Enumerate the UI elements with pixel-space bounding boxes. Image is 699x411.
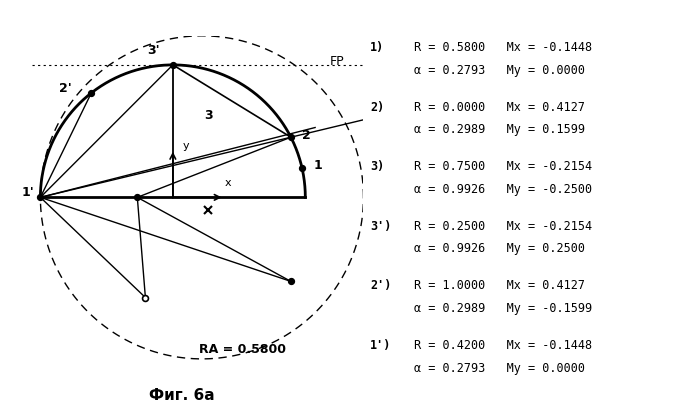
- Text: 3: 3: [204, 109, 212, 122]
- Text: 1): 1): [370, 41, 384, 54]
- Text: x: x: [224, 178, 231, 188]
- Point: [86, 90, 97, 96]
- Point: [35, 194, 46, 201]
- Text: 3'): 3'): [370, 220, 391, 233]
- Text: 1: 1: [313, 159, 322, 173]
- Point: [131, 194, 143, 201]
- Text: 2: 2: [302, 129, 311, 142]
- Point: [285, 278, 296, 285]
- Text: 3': 3': [147, 44, 160, 57]
- Text: R = 1.0000   Mx = 0.4127: R = 1.0000 Mx = 0.4127: [414, 279, 585, 293]
- Text: R = 0.4200   Mx = -0.1448: R = 0.4200 Mx = -0.1448: [414, 339, 592, 352]
- Text: R = 0.2500   Mx = -0.2154: R = 0.2500 Mx = -0.2154: [414, 220, 592, 233]
- Point: [285, 134, 296, 141]
- Text: α = 0.2793   My = 0.0000: α = 0.2793 My = 0.0000: [414, 362, 585, 375]
- Text: RA = 0.5800: RA = 0.5800: [199, 343, 286, 356]
- Text: 3): 3): [370, 160, 384, 173]
- Text: α = 0.9926   My = -0.2500: α = 0.9926 My = -0.2500: [414, 183, 592, 196]
- Text: 1': 1': [21, 186, 34, 199]
- Text: R = 0.5800   Mx = -0.1448: R = 0.5800 Mx = -0.1448: [414, 41, 592, 54]
- Text: y: y: [182, 141, 189, 151]
- Text: α = 0.2989   My = -0.1599: α = 0.2989 My = -0.1599: [414, 302, 592, 315]
- Text: R = 0.0000   Mx = 0.4127: R = 0.0000 Mx = 0.4127: [414, 101, 585, 114]
- Text: 1'): 1'): [370, 339, 391, 352]
- Text: 2': 2': [59, 82, 72, 95]
- Text: R = 0.7500   Mx = -0.2154: R = 0.7500 Mx = -0.2154: [414, 160, 592, 173]
- Text: α = 0.2989   My = 0.1599: α = 0.2989 My = 0.1599: [414, 123, 585, 136]
- Point: [296, 164, 308, 171]
- Point: [140, 294, 151, 301]
- Point: [167, 62, 178, 68]
- Text: α = 0.9926   My = 0.2500: α = 0.9926 My = 0.2500: [414, 242, 585, 256]
- Text: FP: FP: [329, 55, 344, 68]
- Text: α = 0.2793   My = 0.0000: α = 0.2793 My = 0.0000: [414, 64, 585, 77]
- Text: 2'): 2'): [370, 279, 391, 293]
- Text: 2): 2): [370, 101, 384, 114]
- Text: Фиг. 6а: Фиг. 6а: [149, 388, 215, 403]
